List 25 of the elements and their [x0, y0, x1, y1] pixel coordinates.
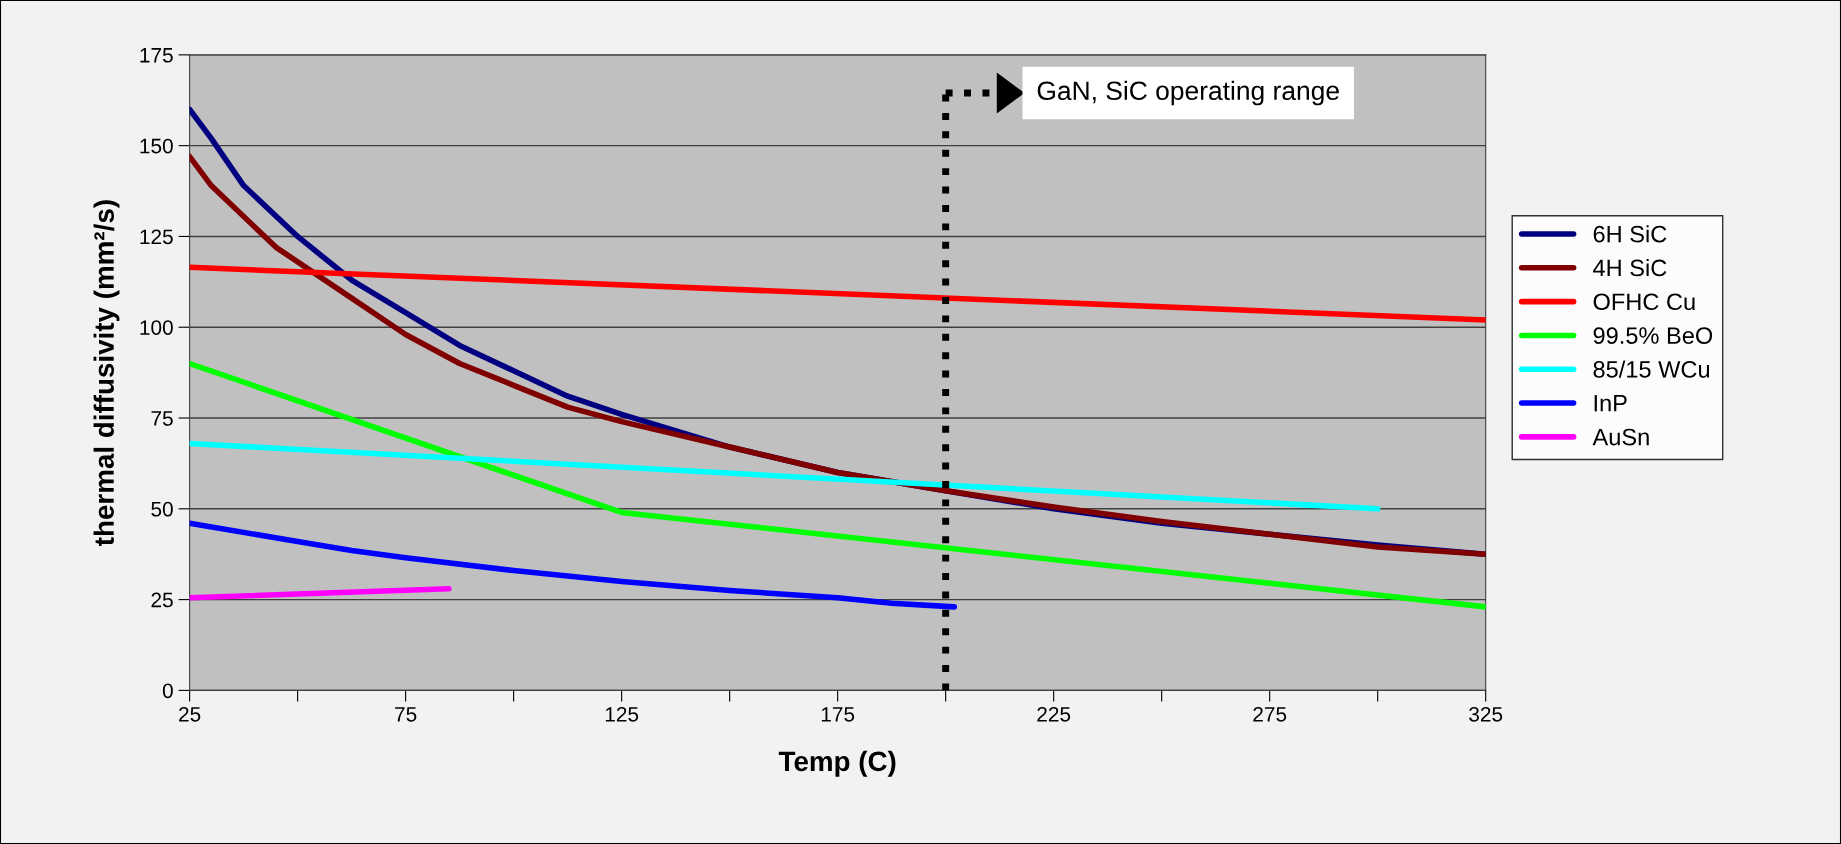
annotation: GaN, SiC operating range — [1037, 80, 1339, 106]
legend-label: InP — [1594, 395, 1627, 412]
y-tick-label: 150 — [140, 138, 173, 154]
legend-label: OFHC Cu — [1593, 293, 1695, 311]
y-tick-label: 125 — [140, 229, 173, 245]
x-tick-label: 325 — [1469, 706, 1503, 722]
x-tick-label: 125 — [605, 706, 639, 722]
legend-label: 99.5% BeO — [1593, 327, 1713, 344]
legend-label: AuSn — [1592, 428, 1649, 446]
x-axis-title: Temp (C) — [778, 750, 896, 777]
y-tick-label: 0 — [162, 683, 173, 699]
legend-label: 4H SiC — [1593, 258, 1667, 277]
legend-label: 6H SiC — [1593, 225, 1667, 243]
y-tick-label: 50 — [151, 501, 173, 517]
y-tick-label: 25 — [151, 592, 173, 608]
x-tick-label: 25 — [179, 706, 201, 722]
y-tick-label: 100 — [140, 320, 173, 335]
x-tick-label: 225 — [1037, 706, 1071, 722]
y-tick-label: 175 — [140, 48, 173, 63]
y-axis-title: thermal diffusivity (mm²/s) — [93, 200, 120, 546]
x-tick-label: 75 — [395, 707, 417, 722]
y-tick-label: 75 — [151, 411, 173, 426]
x-tick-label: 175 — [821, 707, 855, 722]
x-tick-label: 275 — [1253, 706, 1287, 722]
legend-label: 85/15 WCu — [1593, 360, 1710, 378]
